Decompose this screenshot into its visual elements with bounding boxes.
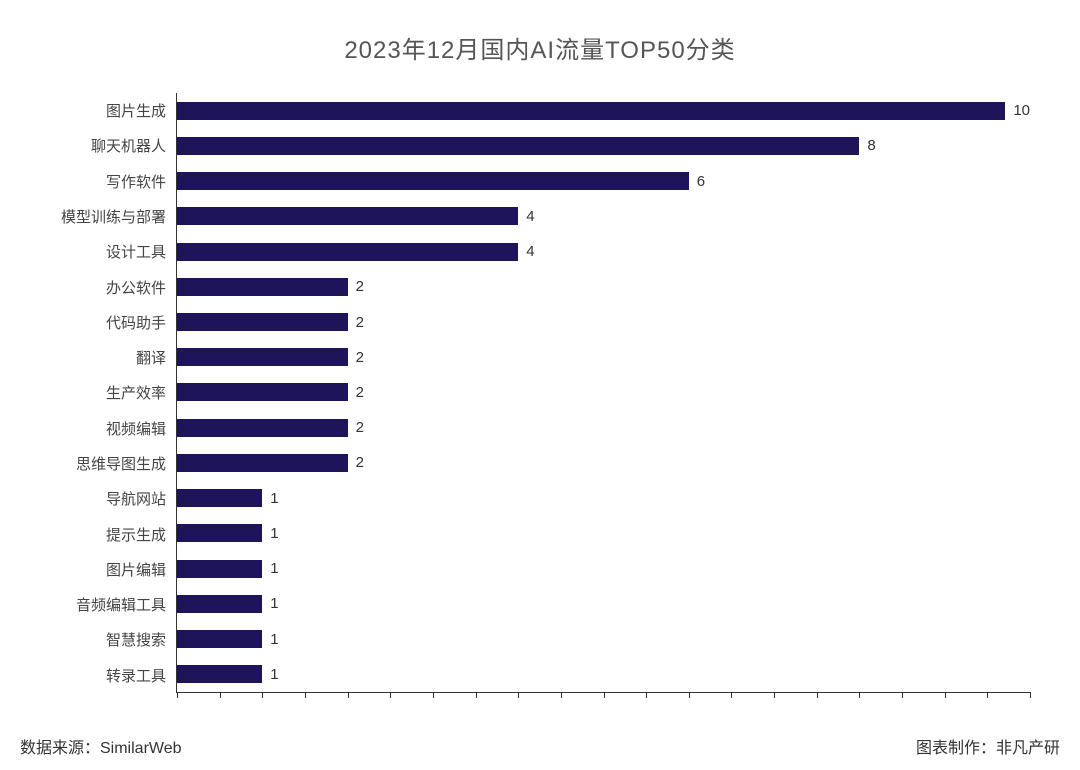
bar-value-label: 1 (270, 666, 278, 683)
bar (177, 595, 262, 613)
bar-row: 6 (177, 163, 1030, 198)
y-axis-label: 翻译 (50, 347, 176, 368)
x-tick (689, 692, 690, 698)
x-axis-ticks (177, 692, 1030, 698)
x-tick (604, 692, 605, 698)
bar-value-label: 2 (356, 349, 364, 366)
x-tick (262, 692, 263, 698)
bar-value-label: 4 (526, 208, 534, 225)
y-axis-label: 办公软件 (50, 277, 176, 298)
x-tick (177, 692, 178, 698)
bars-region: 10 8 6 4 4 2 2 2 2 2 2 1 1 1 1 1 1 (176, 93, 1030, 693)
bar-row: 2 (177, 445, 1030, 480)
bar-value-label: 2 (356, 384, 364, 401)
bar (177, 383, 348, 401)
bar-row: 2 (177, 269, 1030, 304)
bar-value-label: 1 (270, 490, 278, 507)
y-axis-label: 代码助手 (50, 312, 176, 333)
bar-value-label: 2 (356, 314, 364, 331)
bar-value-label: 10 (1013, 102, 1030, 119)
y-axis-label: 写作软件 (50, 171, 176, 192)
x-tick (945, 692, 946, 698)
y-axis-label: 智慧搜索 (50, 629, 176, 650)
x-tick (859, 692, 860, 698)
bar-value-label: 4 (526, 243, 534, 260)
x-tick (902, 692, 903, 698)
chart-footer: 数据来源：SimilarWeb 图表制作：非凡产研 (20, 734, 1060, 758)
x-tick (774, 692, 775, 698)
source-label: 数据来源：SimilarWeb (20, 734, 182, 758)
y-axis-label: 思维导图生成 (50, 453, 176, 474)
x-tick (305, 692, 306, 698)
x-tick (433, 692, 434, 698)
bar (177, 243, 518, 261)
plot-area: 图片生成聊天机器人写作软件模型训练与部署设计工具办公软件代码助手翻译生产效率视频… (50, 93, 1030, 693)
bar-row: 10 (177, 93, 1030, 128)
x-tick (390, 692, 391, 698)
bar-value-label: 1 (270, 560, 278, 577)
bar (177, 102, 1005, 120)
bar-row: 8 (177, 128, 1030, 163)
bar (177, 172, 689, 190)
x-tick (987, 692, 988, 698)
bar (177, 630, 262, 648)
bar-value-label: 8 (867, 137, 875, 154)
bar (177, 419, 348, 437)
y-axis-labels: 图片生成聊天机器人写作软件模型训练与部署设计工具办公软件代码助手翻译生产效率视频… (50, 93, 176, 693)
bar (177, 454, 348, 472)
x-tick (348, 692, 349, 698)
bar-value-label: 2 (356, 278, 364, 295)
bar (177, 524, 262, 542)
bar-row: 4 (177, 234, 1030, 269)
y-axis-label: 设计工具 (50, 241, 176, 262)
bar (177, 560, 262, 578)
bar-row: 2 (177, 375, 1030, 410)
x-tick (476, 692, 477, 698)
bar-row: 2 (177, 410, 1030, 445)
bar (177, 207, 518, 225)
bar-value-label: 1 (270, 525, 278, 542)
bar (177, 137, 859, 155)
bar-row: 1 (177, 551, 1030, 586)
bar (177, 348, 348, 366)
y-axis-label: 模型训练与部署 (50, 206, 176, 227)
x-tick (1030, 692, 1031, 698)
y-axis-label: 图片生成 (50, 100, 176, 121)
y-axis-label: 音频编辑工具 (50, 594, 176, 615)
bar-row: 1 (177, 657, 1030, 692)
bar (177, 278, 348, 296)
bar-value-label: 1 (270, 595, 278, 612)
y-axis-label: 图片编辑 (50, 559, 176, 580)
bar-row: 2 (177, 304, 1030, 339)
bar (177, 665, 262, 683)
x-tick (817, 692, 818, 698)
x-tick (561, 692, 562, 698)
bar-row: 2 (177, 340, 1030, 375)
y-axis-label: 生产效率 (50, 382, 176, 403)
bar-value-label: 2 (356, 419, 364, 436)
bar-row: 1 (177, 586, 1030, 621)
bar-value-label: 6 (697, 173, 705, 190)
bar (177, 313, 348, 331)
chart-title: 2023年12月国内AI流量TOP50分类 (50, 30, 1030, 65)
y-axis-label: 转录工具 (50, 665, 176, 686)
x-tick (518, 692, 519, 698)
bar-value-label: 2 (356, 454, 364, 471)
y-axis-label: 聊天机器人 (50, 135, 176, 156)
y-axis-label: 提示生成 (50, 524, 176, 545)
bar (177, 489, 262, 507)
chart-container: 2023年12月国内AI流量TOP50分类 图片生成聊天机器人写作软件模型训练与… (0, 0, 1080, 770)
y-axis-label: 导航网站 (50, 488, 176, 509)
bar-row: 1 (177, 481, 1030, 516)
bar-row: 1 (177, 516, 1030, 551)
y-axis-label: 视频编辑 (50, 418, 176, 439)
bar-row: 4 (177, 199, 1030, 234)
x-tick (220, 692, 221, 698)
credit-label: 图表制作：非凡产研 (916, 734, 1060, 758)
x-tick (646, 692, 647, 698)
bar-value-label: 1 (270, 631, 278, 648)
bar-row: 1 (177, 622, 1030, 657)
x-tick (731, 692, 732, 698)
